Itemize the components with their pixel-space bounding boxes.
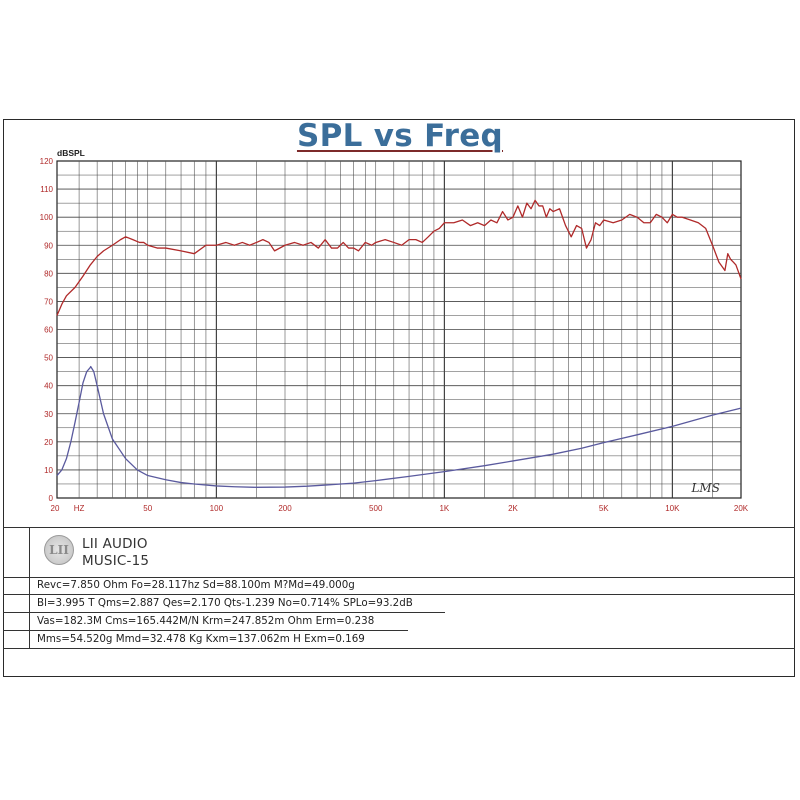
x-tick-label: 20K (734, 504, 749, 513)
x-tick-label: 20 (51, 504, 60, 513)
impedance-curve (56, 365, 742, 488)
chart-series (56, 199, 742, 488)
y-tick-label: 100 (40, 213, 54, 222)
x-tick-label: 100 (210, 504, 224, 513)
x-tick-label: 1K (439, 504, 449, 513)
y-tick-label: 60 (44, 326, 53, 335)
model-name: MUSIC-15 (82, 553, 150, 569)
sheet-margin-line (29, 527, 30, 648)
brand-logo-icon: LII (44, 535, 74, 565)
param-line-3: Vas=182.3M Cms=165.442M/N Krm=247.852m O… (37, 615, 375, 627)
y-tick-label: 120 (40, 157, 54, 166)
y-tick-label: 0 (49, 494, 54, 503)
y-tick-label: 50 (44, 354, 53, 363)
x-tick-label: 2K (508, 504, 518, 513)
sheet-divider (3, 594, 795, 595)
spl-curve (56, 199, 742, 316)
x-tick-label: 10K (665, 504, 680, 513)
sheet-divider (3, 527, 795, 528)
y-tick-label: 40 (44, 382, 53, 391)
sheet-divider (3, 612, 445, 613)
param-line-1: Revc=7.850 Ohm Fo=28.117hz Sd=88.100m M?… (37, 579, 355, 591)
y-tick-label: 80 (44, 269, 53, 278)
y-tick-label: 70 (44, 297, 53, 306)
x-tick-label: 5K (599, 504, 609, 513)
lms-annotation: LMS (690, 481, 719, 495)
y-tick-label: 20 (44, 438, 53, 447)
x-tick-label: 500 (369, 504, 383, 513)
y-tick-label: 30 (44, 410, 53, 419)
y-axis-label: dBSPL (57, 148, 85, 158)
y-tick-label: 10 (44, 466, 53, 475)
param-line-2: Bl=3.995 T Qms=2.887 Qes=2.170 Qts-1.239… (37, 597, 413, 609)
y-tick-label: 90 (44, 241, 53, 250)
sheet-divider (3, 648, 795, 649)
x-tick-label: HZ (74, 504, 85, 513)
x-tick-label: 50 (143, 504, 152, 513)
x-tick-label: 200 (278, 504, 292, 513)
chart-grid (56, 160, 742, 499)
sheet-divider (3, 630, 408, 631)
param-line-4: Mms=54.520g Mmd=32.478 Kg Kxm=137.062m H… (37, 633, 365, 645)
company-name: LII AUDIO (82, 536, 148, 552)
y-tick-label: 110 (40, 185, 53, 194)
spec-sheet-frame (3, 119, 795, 677)
chart-title: SPL vs Freq (296, 118, 504, 154)
sheet-divider (3, 577, 795, 578)
